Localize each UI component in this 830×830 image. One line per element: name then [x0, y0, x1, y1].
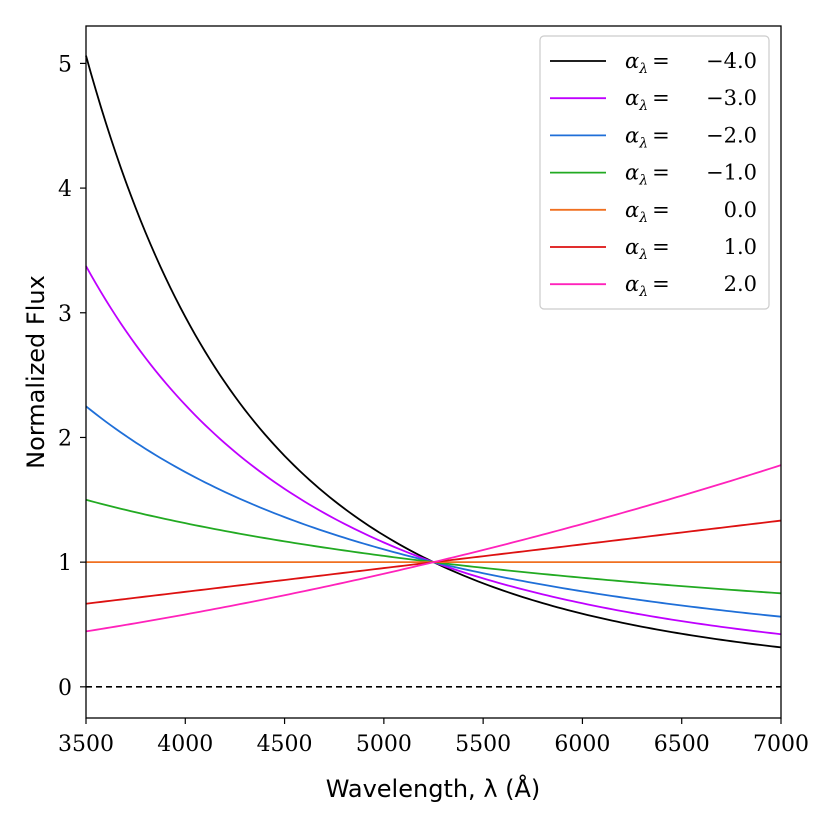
- legend: αλ = −4.0 αλ = −3.0 αλ = −2.0 αλ = −1.0 αλ = 0.0 αλ = 1.0…: [539, 35, 770, 310]
- legend-value: 1.0: [724, 235, 757, 259]
- x-tick-label: 3500: [58, 732, 114, 757]
- legend-item: αλ = 1.0: [550, 235, 757, 263]
- x-axis-ticks: 3500 4000 4500 5000 5500 6000 6500 7000: [58, 718, 809, 757]
- legend-value: −4.0: [706, 49, 757, 73]
- legend-item: αλ = 2.0: [550, 272, 757, 300]
- x-tick-label: 4500: [257, 732, 313, 757]
- legend-value: −1.0: [706, 161, 757, 185]
- legend-item: αλ = −4.0: [550, 49, 757, 77]
- legend-label: αλ =: [625, 86, 670, 114]
- series-line-3: [85, 498, 782, 595]
- y-tick-label: 3: [58, 302, 72, 327]
- x-tick-label: 7000: [753, 732, 809, 757]
- y-tick-label: 1: [58, 551, 72, 576]
- legend-value: −2.0: [706, 123, 757, 147]
- legend-label: αλ =: [625, 161, 670, 189]
- legend-value: 0.0: [724, 198, 757, 222]
- x-tick-label: 6000: [554, 732, 610, 757]
- legend-item: αλ = 0.0: [550, 198, 757, 226]
- legend-value: −3.0: [706, 86, 757, 110]
- plot-lines: [85, 55, 782, 649]
- legend-item: αλ = −2.0: [550, 123, 757, 151]
- x-tick-label: 5000: [356, 732, 412, 757]
- series-line-6: [85, 464, 782, 633]
- legend-items: αλ = −4.0 αλ = −3.0 αλ = −2.0 αλ = −1.0 αλ = 0.0 αλ = 1.0…: [550, 49, 757, 300]
- x-tick-label: 4000: [157, 732, 213, 757]
- legend-item: αλ = −1.0: [550, 161, 757, 189]
- y-tick-label: 2: [58, 426, 72, 451]
- y-axis-label: Normalized Flux: [22, 275, 50, 469]
- legend-value: 2.0: [724, 272, 757, 296]
- x-axis-label: Wavelength, λ (Å): [326, 774, 541, 803]
- series-line-1: [85, 265, 782, 636]
- legend-frame: [539, 35, 770, 310]
- y-tick-label: 5: [58, 52, 72, 77]
- y-tick-label: 0: [58, 676, 72, 701]
- x-tick-label: 5500: [455, 732, 511, 757]
- legend-label: αλ =: [625, 235, 670, 263]
- legend-label: αλ =: [625, 198, 670, 226]
- legend-label: αλ =: [625, 49, 670, 77]
- y-tick-label: 4: [58, 177, 72, 202]
- plot-frame: [85, 25, 782, 719]
- legend-label: αλ =: [625, 123, 670, 151]
- legend-item: αλ = −3.0: [550, 86, 757, 114]
- y-axis-ticks: 0 1 2 3 4 5: [58, 52, 86, 701]
- legend-label: αλ =: [625, 272, 670, 300]
- x-tick-label: 6500: [654, 732, 710, 757]
